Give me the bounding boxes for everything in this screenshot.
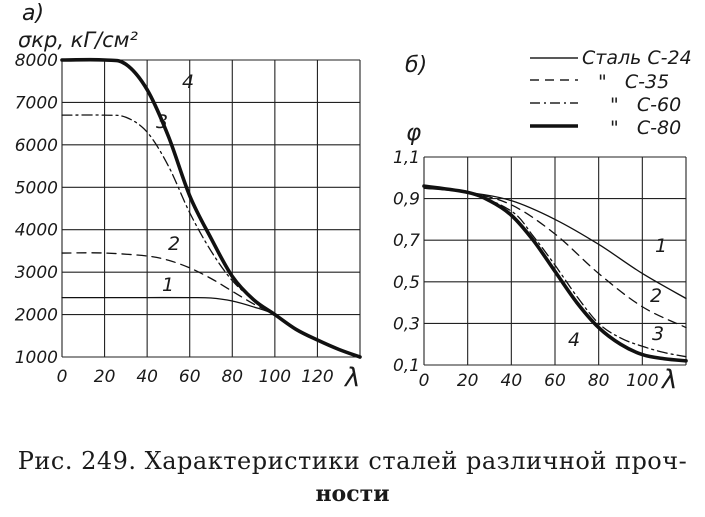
panel-a-xtick-label: 120	[301, 367, 333, 387]
panel-b-xtick-label: 100	[626, 371, 658, 391]
panel-a-plot: 0 20 40 60 80 100 120 1000 2000 3000 4000 5000 6000 7…	[15, 51, 362, 387]
panel-b-xtick-label: 40	[501, 371, 523, 391]
panel-b-xtick-label: 80	[588, 371, 610, 391]
panel-a-xtick-label: 80	[221, 367, 243, 387]
panel-a-ytick-label: 7000	[15, 93, 58, 113]
panel-a-series-1-line	[61, 296, 361, 358]
panel-b-ytick-label: 0,1	[393, 356, 420, 376]
panel-b-xlabel: λ	[660, 365, 677, 395]
panel-b-series-3-label: 3	[652, 323, 664, 345]
panel-b-series-1-label: 1	[655, 235, 667, 257]
panel-a-ytick-label: 3000	[15, 263, 58, 283]
legend-label-s80: " С-80	[610, 117, 681, 139]
panel-b-xtick-label: 20	[457, 371, 479, 391]
panel-b-label: б)	[405, 53, 427, 78]
panel-b-ytick-label: 1,1	[393, 148, 420, 168]
panel-a-ytick-label: 5000	[15, 178, 58, 198]
panel-b-ytick-label: 0,3	[393, 314, 420, 334]
panel-a-series-2-label: 2	[168, 233, 180, 255]
panel-a-xtick-label: 20	[94, 367, 116, 387]
panel-b-series-2-label: 2	[650, 285, 662, 307]
panel-b-ytick-label: 0,5	[393, 273, 420, 293]
panel-a-ytick-label: 8000	[15, 51, 58, 71]
panel-a-xtick-label: 0	[57, 367, 68, 387]
panel-b-series-4-label: 4	[568, 329, 580, 351]
legend: Сталь С-24 " С-35 " С-60 " С-80	[530, 47, 692, 139]
panel-a-series-2-line	[61, 252, 361, 358]
panel-a-series-4-label: 4	[182, 71, 194, 93]
panel-b-ylabel: φ	[406, 120, 421, 146]
panel-a-label: а)	[22, 1, 44, 26]
figure-caption-line2: ности	[315, 481, 390, 507]
legend-label-s24: Сталь С-24	[582, 47, 692, 69]
panel-b-ytick-label: 0,7	[393, 231, 420, 251]
panel-b-xtick-label: 0	[419, 371, 430, 391]
legend-label-s35: " С-35	[598, 71, 669, 93]
panel-a-ytick-label: 4000	[15, 221, 58, 241]
panel-a-xtick-label: 60	[179, 367, 201, 387]
panel-b-series-3-line	[423, 185, 687, 358]
panel-b-series-4-line	[422, 184, 688, 363]
panel-a-series-4-line	[60, 57, 362, 359]
panel-a-xtick-label: 100	[259, 367, 291, 387]
panel-a-ytick-label: 1000	[15, 348, 58, 368]
panel-a-xlabel: λ	[343, 363, 360, 393]
legend-label-s60: " С-60	[610, 94, 681, 116]
panel-a-series-1-label: 1	[162, 274, 174, 296]
figure-caption-line1: Рис. 249. Характеристики сталей различно…	[17, 447, 688, 475]
panel-a-ytick-label: 2000	[15, 306, 58, 326]
panel-b-series-2-line	[423, 187, 687, 329]
panel-a-ytick-label: 6000	[15, 136, 58, 156]
panel-b-xtick-label: 60	[544, 371, 566, 391]
panel-a-ylabel: σкр, кГ/см²	[18, 28, 139, 52]
panel-b-ytick-label: 0,9	[393, 190, 420, 210]
panel-b-plot: 0 20 40 60 80 100 0,1 0,3 0,5 0,7 0,9 1,1 1 2 3 4	[393, 148, 688, 391]
panel-a-xtick-label: 40	[136, 367, 158, 387]
